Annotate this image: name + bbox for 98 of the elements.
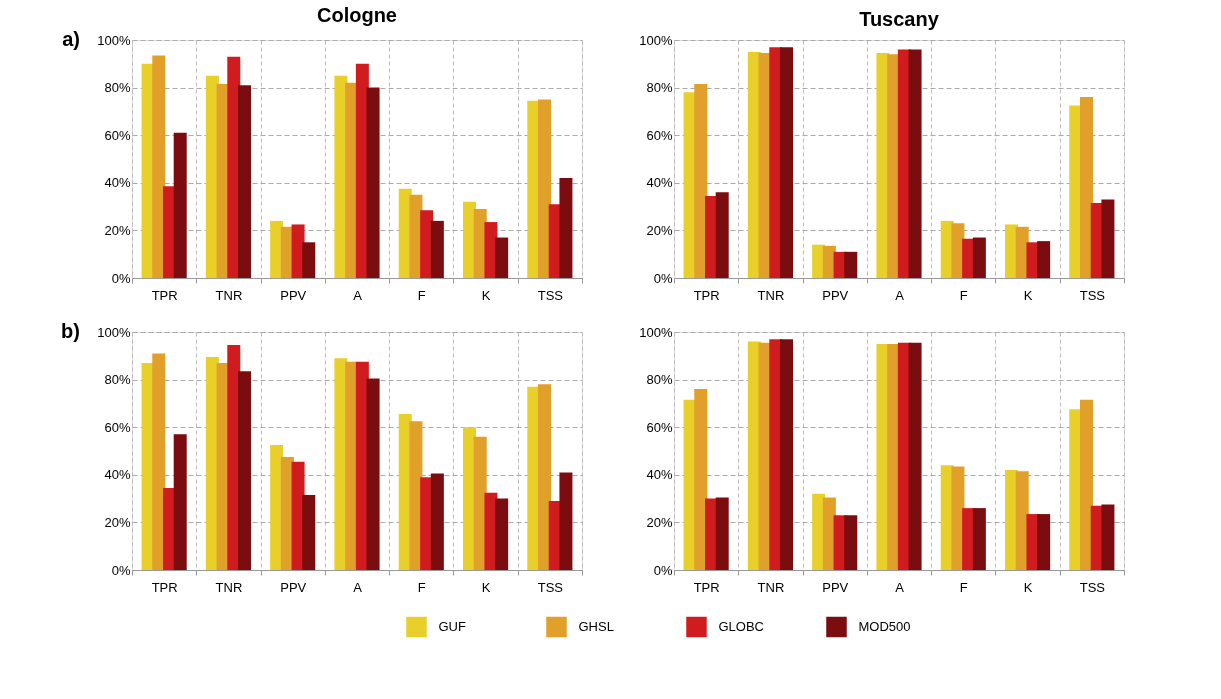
y-tick-label: 100% bbox=[639, 324, 673, 340]
text: b) bbox=[61, 320, 80, 342]
bar bbox=[238, 371, 251, 570]
bar bbox=[152, 55, 166, 278]
x-tick-label: K bbox=[481, 579, 491, 595]
bar bbox=[430, 220, 444, 278]
bar bbox=[780, 47, 793, 278]
bar bbox=[538, 99, 551, 278]
y-tick-label: 40% bbox=[104, 175, 131, 191]
bar bbox=[715, 192, 729, 278]
y-tick-label: 40% bbox=[646, 175, 673, 191]
x-tick-label: TNR bbox=[757, 579, 785, 595]
bar bbox=[302, 242, 316, 278]
bar bbox=[538, 384, 551, 570]
x-tick-label: TNR bbox=[757, 287, 785, 303]
x-tick-label: K bbox=[1023, 287, 1033, 303]
x-tick-label: K bbox=[1023, 579, 1033, 595]
x-tick-label: TNR bbox=[215, 579, 243, 595]
bar bbox=[238, 85, 251, 278]
legend-label: GUF bbox=[438, 619, 466, 634]
y-tick-label: 0% bbox=[653, 270, 673, 286]
x-tick-label: F bbox=[959, 287, 968, 303]
bar bbox=[694, 389, 708, 570]
x-tick-label: TSS bbox=[537, 287, 564, 303]
legend-label: MOD500 bbox=[858, 619, 911, 634]
x-tick-label: TNR bbox=[215, 287, 243, 303]
x-tick-label: TPR bbox=[151, 287, 178, 303]
bar bbox=[495, 498, 509, 570]
bar bbox=[152, 353, 166, 570]
y-tick-label: 100% bbox=[97, 324, 131, 340]
x-tick-label: TPR bbox=[693, 579, 720, 595]
y-tick-label: 80% bbox=[104, 372, 131, 388]
y-tick-label: 20% bbox=[646, 222, 673, 238]
x-tick-label: PPV bbox=[822, 579, 849, 595]
text: a) bbox=[62, 28, 80, 50]
y-tick-label: 60% bbox=[646, 419, 673, 435]
x-tick-label: PPV bbox=[822, 287, 849, 303]
bar bbox=[908, 342, 922, 570]
bar bbox=[173, 132, 187, 278]
bar bbox=[1101, 504, 1115, 570]
y-tick-label: 20% bbox=[104, 514, 131, 530]
y-tick-label: 80% bbox=[646, 80, 673, 96]
x-tick-label: A bbox=[353, 287, 363, 303]
bar bbox=[780, 339, 793, 570]
y-tick-label: 60% bbox=[104, 127, 131, 143]
bar bbox=[908, 49, 922, 278]
bar bbox=[430, 473, 444, 570]
x-tick-label: TSS bbox=[1079, 579, 1106, 595]
x-tick-label: F bbox=[417, 579, 426, 595]
bar bbox=[1101, 199, 1115, 278]
y-tick-label: 0% bbox=[653, 562, 673, 578]
bar bbox=[409, 421, 423, 570]
bar bbox=[972, 237, 986, 278]
x-tick-label: PPV bbox=[280, 579, 307, 595]
bar bbox=[972, 508, 986, 570]
y-tick-label: 0% bbox=[111, 562, 131, 578]
x-tick-label: F bbox=[417, 287, 426, 303]
bar bbox=[559, 472, 573, 570]
y-tick-label: 40% bbox=[104, 467, 131, 483]
y-tick-label: 20% bbox=[104, 222, 131, 238]
x-tick-label: TSS bbox=[537, 579, 564, 595]
x-tick-label: F bbox=[959, 579, 968, 595]
bar bbox=[495, 237, 509, 278]
x-tick-label: A bbox=[895, 287, 905, 303]
y-tick-label: 80% bbox=[646, 372, 673, 388]
y-tick-label: 0% bbox=[111, 270, 131, 286]
x-tick-label: A bbox=[353, 579, 363, 595]
y-tick-label: 20% bbox=[646, 514, 673, 530]
x-tick-label: K bbox=[481, 287, 491, 303]
bar bbox=[1037, 514, 1051, 570]
bar bbox=[366, 378, 380, 570]
bar bbox=[1080, 399, 1093, 570]
chart-title: Cologne bbox=[317, 4, 397, 26]
legend-label: GHSL bbox=[578, 619, 614, 634]
legend-label: GLOBC bbox=[718, 619, 765, 634]
chart-title: Tuscany bbox=[859, 8, 940, 30]
bar bbox=[366, 87, 380, 278]
x-tick-label: TPR bbox=[151, 579, 178, 595]
bar bbox=[844, 251, 858, 278]
y-tick-label: 40% bbox=[646, 467, 673, 483]
bar bbox=[951, 466, 965, 570]
y-tick-label: 80% bbox=[104, 80, 131, 96]
x-tick-label: TSS bbox=[1079, 287, 1106, 303]
y-tick-label: 100% bbox=[639, 32, 673, 48]
bar bbox=[715, 497, 729, 570]
bar bbox=[1037, 241, 1051, 278]
y-tick-label: 100% bbox=[97, 32, 131, 48]
bar bbox=[694, 84, 708, 278]
x-tick-label: A bbox=[895, 579, 905, 595]
y-tick-label: 60% bbox=[646, 127, 673, 143]
x-tick-label: TPR bbox=[693, 287, 720, 303]
x-tick-label: PPV bbox=[280, 287, 307, 303]
bar bbox=[173, 434, 187, 570]
bar bbox=[302, 495, 316, 570]
y-tick-label: 60% bbox=[104, 419, 131, 435]
bar bbox=[559, 178, 573, 278]
bar bbox=[844, 515, 858, 570]
bar bbox=[1080, 97, 1093, 278]
